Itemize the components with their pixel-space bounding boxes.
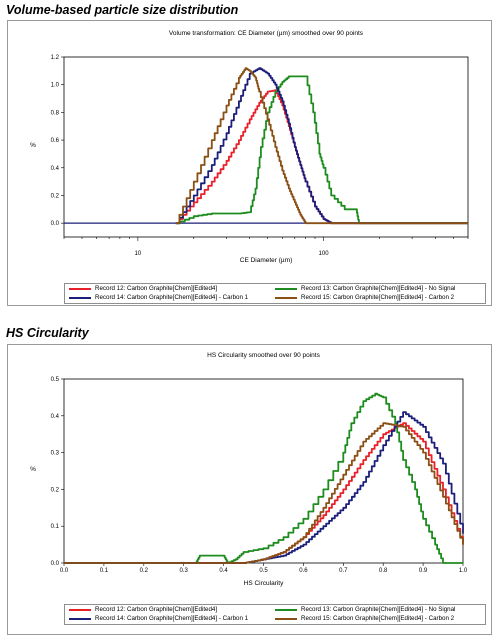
y-tick-label: 1.2 (51, 55, 60, 61)
x-tick-label: 0.3 (180, 568, 189, 574)
y-tick-label: 0.4 (51, 166, 60, 172)
x-tick-label: 0.6 (299, 568, 308, 574)
series-line-4 (64, 422, 464, 564)
y-tick-label: 0.4 (51, 414, 60, 420)
legend-label: Record 15: Carbon Graphite[Chem][Edited4… (301, 615, 455, 622)
legend-swatch-brown (275, 296, 297, 299)
legend-swatch-navy (69, 296, 91, 299)
series-line-4 (175, 67, 468, 225)
plot-area (63, 56, 469, 238)
section-title-circularity: HS Circularity (6, 326, 89, 340)
y-tick-label: 0.6 (51, 138, 60, 144)
chart-title: Volume transformation: CE Diameter (µm) … (169, 30, 364, 37)
legend-item-record-15: Record 15: Carbon Graphite[Chem][Edited4… (275, 294, 454, 301)
y-tick-label: 0.0 (51, 221, 60, 227)
legend-label: Record 12: Carbon Graphite[Chem][Edited4… (95, 285, 218, 292)
legend-swatch-red (69, 287, 91, 290)
legend-swatch-red (69, 608, 91, 611)
series-line-1 (64, 422, 464, 564)
legend-label: Record 13: Carbon Graphite[Chem][Edited4… (301, 285, 456, 292)
legend-swatch-green (275, 608, 297, 611)
y-tick-label: 0.3 (51, 451, 60, 457)
legend-label: Record 12: Carbon Graphite[Chem][Edited4… (95, 606, 218, 613)
y-axis-label: % (30, 466, 36, 473)
circularity-chart-panel: HS Circularity smoothed over 90 points 0.… (7, 344, 492, 635)
y-axis-label: % (30, 142, 36, 149)
series-line-2 (175, 75, 468, 225)
legend-item-record-15: Record 15: Carbon Graphite[Chem][Edited4… (275, 615, 454, 622)
x-tick-label: 0.4 (219, 568, 228, 574)
series-line-3 (175, 67, 468, 225)
legend-label: Record 14: Carbon Graphite[Chem][Edited4… (95, 615, 249, 622)
x-tick-label: 0.9 (419, 568, 428, 574)
plot-area (63, 378, 464, 564)
circularity-chart-legend: Record 12: Carbon Graphite[Chem][Edited4… (64, 604, 486, 625)
legend-item-record-13: Record 13: Carbon Graphite[Chem][Edited4… (275, 606, 455, 613)
volume-chart-svg: Volume transformation: CE Diameter (µm) … (30, 30, 469, 264)
legend-item-record-14: Record 14: Carbon Graphite[Chem][Edited4… (69, 615, 248, 622)
x-tick-label: 0.7 (339, 568, 348, 574)
y-tick-label: 0.1 (51, 524, 60, 530)
x-tick-label: 0.8 (379, 568, 388, 574)
y-tick-label: 0.8 (51, 110, 60, 116)
x-tick-label: 0.0 (60, 568, 69, 574)
legend-swatch-green (275, 287, 297, 290)
legend-item-record-12: Record 12: Carbon Graphite[Chem][Edited4… (69, 285, 217, 292)
x-axis-label: CE Diameter (µm) (240, 257, 293, 264)
section-title-volume: Volume-based particle size distribution (6, 3, 239, 17)
legend-label: Record 13: Carbon Graphite[Chem][Edited4… (301, 606, 456, 613)
x-tick-label: 10 (135, 251, 142, 257)
x-tick-label: 100 (319, 251, 330, 257)
y-tick-label: 0.5 (51, 377, 60, 383)
legend-swatch-brown (275, 617, 297, 620)
legend-label: Record 14: Carbon Graphite[Chem][Edited4… (95, 294, 249, 301)
x-tick-label: 0.1 (100, 568, 109, 574)
series-line-3 (64, 411, 464, 564)
y-tick-label: 0.0 (51, 561, 60, 567)
legend-label: Record 15: Carbon Graphite[Chem][Edited4… (301, 294, 455, 301)
x-tick-label: 0.5 (259, 568, 268, 574)
legend-swatch-navy (69, 617, 91, 620)
x-axis-label: HS Circularity (244, 580, 284, 587)
legend-item-record-14: Record 14: Carbon Graphite[Chem][Edited4… (69, 294, 248, 301)
circularity-chart-svg: HS Circularity smoothed over 90 points 0.… (30, 352, 468, 587)
series-line-2 (64, 392, 463, 564)
legend-item-record-12: Record 12: Carbon Graphite[Chem][Edited4… (69, 606, 217, 613)
y-tick-label: 0.2 (51, 487, 60, 493)
x-tick-label: 0.2 (140, 568, 149, 574)
volume-chart-legend: Record 12: Carbon Graphite[Chem][Edited4… (64, 283, 486, 304)
chart-title: HS Circularity smoothed over 90 points (207, 352, 320, 359)
x-tick-label: 1.0 (459, 568, 468, 574)
legend-item-record-13: Record 13: Carbon Graphite[Chem][Edited4… (275, 285, 455, 292)
y-tick-label: 0.2 (51, 193, 60, 199)
volume-chart-panel: Volume transformation: CE Diameter (µm) … (7, 20, 492, 306)
y-tick-label: 1.0 (51, 83, 60, 89)
